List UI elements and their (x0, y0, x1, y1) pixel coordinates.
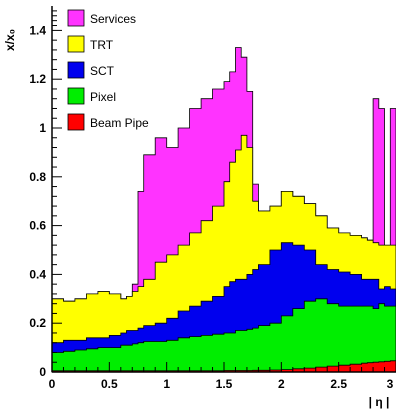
legend-swatch-trt (67, 35, 85, 53)
axes (51, 6, 396, 373)
legend-swatch-pixel (67, 87, 85, 105)
tick-labels: 0 0.5 1 1.5 2 2.5 3 0 0.2 0.4 0.6 0.8 1 1.2 1.4 (29, 23, 393, 391)
x-tick-label: 2 (278, 377, 285, 391)
y-tick-label: 1.4 (29, 23, 46, 37)
x-tick-label: 1.5 (216, 377, 233, 391)
y-axis-label: x/x₀ (3, 29, 17, 51)
x-tick-label: 2.5 (330, 377, 347, 391)
x-tick-label: 0.5 (101, 377, 118, 391)
legend-swatch-sct (67, 61, 85, 79)
x-tick-label: 3 (387, 377, 394, 391)
y-tick-label: 0.2 (29, 316, 46, 330)
y-tick-label: 0.4 (29, 267, 46, 281)
x-tick-label: 0 (49, 377, 56, 391)
y-tick-label: 1.2 (29, 72, 46, 86)
legend-label-pixel: Pixel (90, 90, 116, 104)
y-tick-label: 0.6 (29, 219, 46, 233)
y-tick-label: 1 (39, 121, 46, 135)
legend-label-services: Services (90, 12, 136, 26)
legend-label-trt: TRT (90, 38, 114, 52)
y-tick-label: 0 (39, 365, 46, 379)
legend-label-beam-pipe: Beam Pipe (90, 116, 149, 130)
x-tick-label: 1 (163, 377, 170, 391)
legend: Services TRT SCT Pixel Beam Pipe (67, 9, 149, 131)
area-pixel (51, 298, 396, 373)
legend-swatch-beam-pipe (67, 113, 85, 131)
legend-swatch-services (67, 9, 85, 27)
y-tick-label: 0.8 (29, 170, 46, 184)
legend-label-sct: SCT (90, 64, 115, 78)
x-axis-label: | η | (369, 395, 390, 409)
